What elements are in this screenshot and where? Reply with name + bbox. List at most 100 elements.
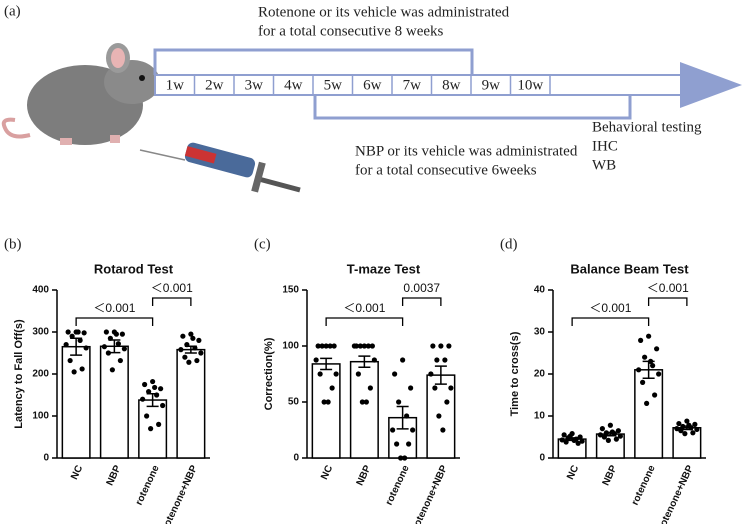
comparison-bracket [151, 297, 192, 306]
x-tick-label: NBP [105, 463, 124, 487]
data-point [115, 341, 121, 347]
y-tick-label: 50 [288, 397, 300, 408]
data-point [119, 331, 125, 337]
data-point [317, 371, 323, 377]
p-value: ＜0.001 [151, 281, 193, 295]
x-tick-label: NC [69, 464, 85, 482]
y-tick-label: 200 [32, 369, 49, 380]
data-point [605, 437, 611, 443]
data-point [656, 371, 662, 377]
data-point [63, 342, 69, 348]
data-point [652, 392, 658, 398]
data-point [355, 371, 361, 377]
data-point [331, 343, 337, 349]
x-tick-label: NC [319, 464, 335, 482]
data-point [321, 399, 327, 405]
x-tick-label: rotenone [630, 463, 658, 507]
data-point [601, 434, 607, 440]
x-tick-label: NC [565, 464, 581, 482]
y-tick-label: 30 [534, 327, 546, 338]
data-point [190, 335, 196, 341]
data-point [180, 333, 186, 339]
data-point [188, 331, 194, 337]
data-point [686, 422, 692, 428]
data-point [408, 385, 414, 391]
data-point [638, 337, 644, 343]
data-point [142, 381, 148, 388]
data-point [148, 426, 154, 432]
data-point [648, 358, 654, 364]
data-point [406, 441, 412, 447]
data-point [182, 354, 188, 360]
p-value: 0.0037 [403, 281, 440, 295]
outcome: IHC [592, 138, 618, 154]
top-text: for a total consecutive 8 weeks [258, 23, 444, 39]
x-tick-label: rotenone+NBP [161, 463, 201, 524]
data-point [107, 335, 113, 341]
y-tick-label: 20 [534, 369, 546, 380]
data-point [152, 384, 158, 391]
y-tick-label: 100 [282, 341, 299, 352]
data-point [597, 432, 603, 438]
y-axis-label: Correction(%) [263, 337, 275, 410]
data-point [603, 430, 609, 436]
data-point [371, 357, 377, 363]
data-point [75, 329, 81, 335]
data-point [196, 337, 202, 343]
data-point [158, 386, 164, 392]
week-label: 7w [403, 77, 422, 93]
week-label: 10w [517, 77, 543, 93]
data-point [178, 347, 184, 353]
chart-title: Balance Beam Test [570, 261, 689, 276]
data-point [615, 428, 621, 434]
data-point [313, 357, 319, 363]
panel-label: (c) [254, 236, 271, 252]
data-point [644, 400, 650, 406]
data-point [577, 434, 583, 440]
data-point [329, 385, 335, 391]
data-point [404, 413, 410, 419]
p-value: ＜0.001 [647, 281, 689, 295]
data-point [599, 426, 605, 432]
error-bar [434, 365, 447, 385]
bottom-text: for a total consecutive 6weeks [355, 162, 537, 178]
p-value: ＜0.001 [589, 301, 631, 315]
bar [634, 369, 664, 459]
data-point [398, 455, 404, 461]
data-point [694, 426, 700, 433]
outcome: Behavioral testing [592, 119, 702, 135]
data-point [319, 343, 325, 349]
data-point [140, 396, 146, 402]
data-point [83, 345, 89, 351]
comparison-bracket [647, 297, 688, 306]
x-tick-label: rotenone+NBP [657, 463, 697, 524]
data-point [198, 350, 204, 356]
p-value: ＜0.001 [93, 301, 135, 315]
top-text: Rotenone or its vehicle was administrate… [258, 4, 510, 20]
y-tick-label: 100 [32, 411, 49, 422]
comparison-bracket [401, 297, 442, 306]
syringe-illustration [139, 142, 301, 193]
data-point [327, 343, 333, 349]
data-point [692, 421, 698, 427]
data-point [613, 436, 619, 442]
data-point [432, 385, 438, 391]
week-label: 6w [363, 77, 382, 93]
y-axis-label: Latency to Fall Off(s) [13, 319, 25, 429]
timeline-arrowhead [680, 62, 742, 108]
data-point [438, 343, 444, 349]
x-tick-label: NBP [355, 463, 374, 487]
data-point [654, 346, 660, 352]
x-tick-label: rotenone+NBP [411, 463, 451, 524]
data-point [333, 371, 339, 377]
data-point [156, 421, 162, 427]
data-point [636, 367, 642, 373]
data-point [113, 331, 119, 337]
rotenone-bracket [153, 48, 474, 75]
data-point [109, 367, 115, 373]
data-point [154, 392, 160, 398]
y-tick-label: 0 [539, 453, 545, 464]
data-point [71, 369, 77, 375]
bar [61, 345, 91, 459]
